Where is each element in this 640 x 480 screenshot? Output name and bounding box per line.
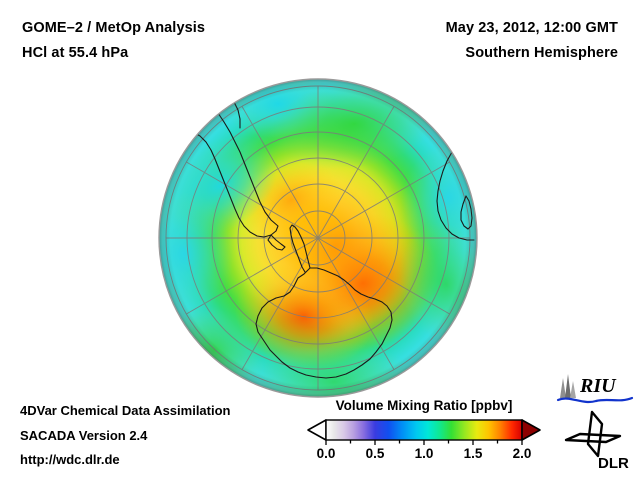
colorbar-gradient: [325, 419, 523, 441]
coastline-new-zealand: [199, 374, 218, 397]
dlr-cross-icon: [564, 410, 622, 458]
website-url[interactable]: http://wdc.dlr.de: [20, 452, 120, 467]
instrument-title: GOME–2 / MetOp Analysis: [22, 20, 206, 36]
colorbar-title: Volume Mixing Ratio [ppbv]: [335, 398, 513, 413]
polar-map: [158, 78, 478, 398]
dlr-logo: DLR: [562, 410, 634, 472]
colorbar-ticks: [325, 440, 523, 445]
species-level-title: HCl at 55.4 hPa: [22, 45, 129, 61]
colorbar-tick-label: 2.0: [512, 446, 532, 461]
colorbar-tick-label: 0.0: [316, 446, 336, 461]
dlr-wordmark: DLR: [598, 455, 629, 472]
colorbar-scale: [307, 419, 541, 445]
datetime-label: May 23, 2012, 12:00 GMT: [445, 20, 618, 36]
limb-shading: [159, 79, 477, 397]
hemisphere-label: Southern Hemisphere: [465, 45, 618, 61]
coastline-africa-west: [463, 137, 477, 145]
method-label: 4DVar Chemical Data Assimilation: [20, 403, 231, 418]
riu-logo: RIU: [556, 372, 634, 408]
globe-outline: [158, 78, 478, 398]
riu-wordmark: RIU: [579, 375, 617, 397]
colorbar-low-cap: [307, 419, 327, 441]
colorbar-tick-labels: 0.0 0.5 1.0 1.5 2.0: [312, 446, 536, 466]
colorbar-high-cap: [521, 419, 541, 441]
coastline-australia: [403, 81, 433, 93]
colorbar: Volume Mixing Ratio [ppbv]: [307, 398, 541, 476]
riu-wave-icon: [556, 396, 634, 404]
colorbar-tick-label: 0.5: [365, 446, 385, 461]
version-label: SACADA Version 2.4: [20, 428, 148, 443]
riu-spires-icon: [560, 374, 576, 398]
colorbar-tick-label: 1.5: [463, 446, 483, 461]
colorbar-tick-label: 1.0: [414, 446, 434, 461]
